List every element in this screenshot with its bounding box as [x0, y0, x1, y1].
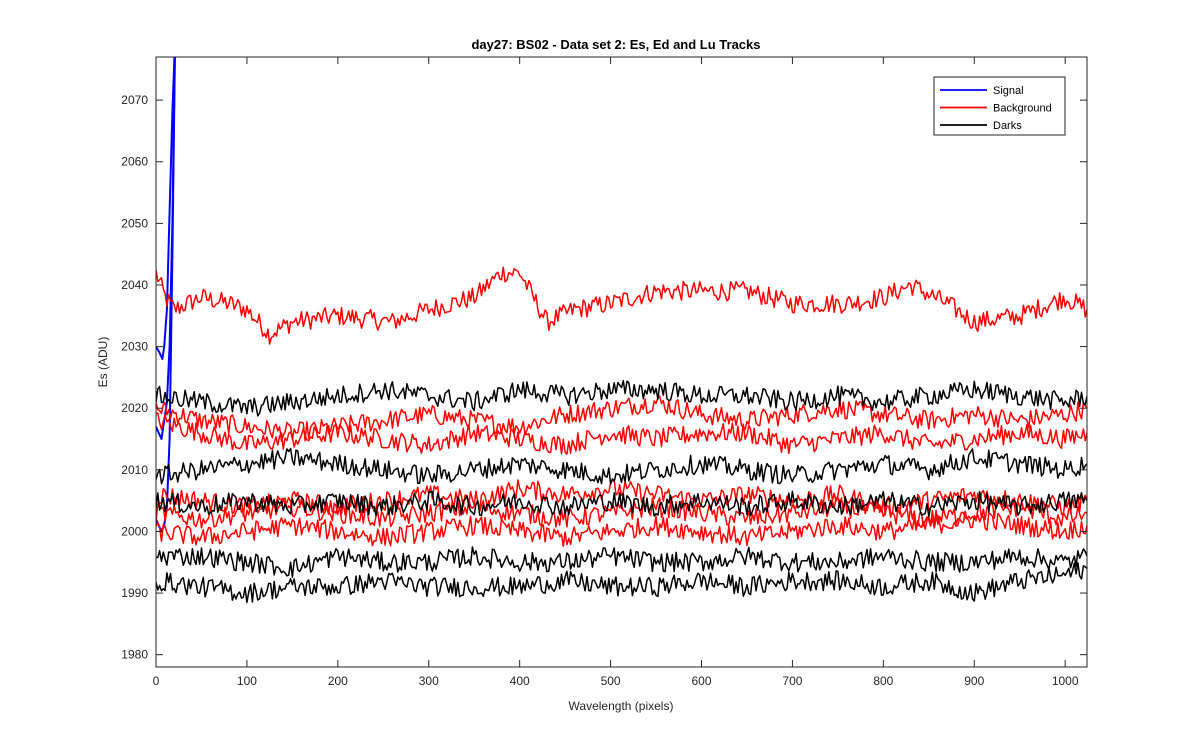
series-line-darks-13: [156, 562, 1087, 604]
y-axis: 1980 1990 2000 2010 2020 2030 2040 2050 2060 2070: [121, 93, 1087, 662]
x-tick-label: 300: [419, 674, 439, 688]
series-line-darks-12: [156, 546, 1087, 578]
x-tick-label: 500: [601, 674, 621, 688]
x-tick-label: 900: [964, 674, 984, 688]
y-tick-label: 1980: [121, 648, 148, 662]
x-tick-label: 1000: [1052, 674, 1079, 688]
plot-area: [155, 56, 1088, 668]
y-tick-label: 2060: [121, 155, 148, 169]
axes-box: [155, 56, 1088, 668]
y-tick-label: 2010: [121, 463, 148, 477]
x-tick-label: 100: [237, 674, 257, 688]
y-tick-label: 1990: [121, 586, 148, 600]
y-tick-label: 2040: [121, 278, 148, 292]
legend-label-background: Background: [993, 103, 1052, 115]
y-tick-label: 2050: [121, 216, 148, 230]
x-tick-label: 800: [873, 674, 893, 688]
x-axis: 0 100 200 300 400 500 600 700 800 900 1000: [153, 57, 1079, 688]
x-tick-label: 700: [782, 674, 802, 688]
series-line-darks-9: [156, 379, 1087, 417]
series-line-background-8: [156, 511, 1087, 548]
y-tick-label: 2030: [121, 340, 148, 354]
series-line-background-5: [156, 412, 1087, 455]
legend-label-darks: Darks: [993, 120, 1022, 132]
series-line-background-3: [156, 266, 1087, 345]
y-axis-label: Es (ADU): [96, 337, 110, 388]
series-line-darks-11: [156, 490, 1087, 518]
x-tick-label: 0: [153, 674, 160, 688]
x-tick-label: 600: [691, 674, 711, 688]
x-axis-label: Wavelength (pixels): [569, 699, 674, 713]
x-tick-label: 400: [510, 674, 530, 688]
legend: Signal Background Darks: [933, 76, 1066, 136]
series-line-background-4: [156, 395, 1087, 442]
y-tick-label: 2000: [121, 524, 148, 538]
chart-title: day27: BS02 - Data set 2: Es, Ed and Lu …: [471, 37, 760, 52]
legend-label-signal: Signal: [993, 85, 1024, 97]
y-tick-label: 2020: [121, 401, 148, 415]
series-line-darks-10: [156, 447, 1087, 485]
y-tick-label: 2070: [121, 93, 148, 107]
series-line-signal-0: [156, 57, 176, 360]
x-tick-label: 200: [328, 674, 348, 688]
